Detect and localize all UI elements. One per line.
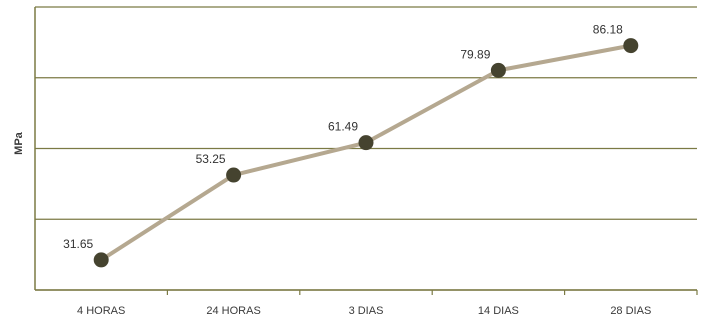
data-point <box>358 135 374 151</box>
data-point <box>93 252 109 268</box>
x-ticks <box>166 290 698 295</box>
data-labels: 31.65 53.25 61.49 79.89 86.18 <box>63 23 623 251</box>
data-label: 61.49 <box>328 120 358 134</box>
data-point <box>226 167 242 183</box>
axes <box>34 7 697 291</box>
data-label: 86.18 <box>593 23 623 37</box>
data-label: 31.65 <box>63 237 93 251</box>
data-point <box>490 62 506 78</box>
data-label: 79.89 <box>460 47 490 61</box>
x-tick-label: 28 DIAS <box>610 305 651 317</box>
y-axis-label: MPa <box>13 131 25 155</box>
series <box>93 38 639 268</box>
x-tick-label: 3 DIAS <box>349 305 384 317</box>
x-tick-label: 14 DIAS <box>478 305 519 317</box>
data-point <box>623 38 639 54</box>
x-tick-label: 4 HORAS <box>77 305 125 317</box>
x-tick-labels: 4 HORAS 24 HORAS 3 DIAS 14 DIAS 28 DIAS <box>77 305 651 317</box>
x-tick-label: 24 HORAS <box>206 305 260 317</box>
data-label: 53.25 <box>196 152 226 166</box>
